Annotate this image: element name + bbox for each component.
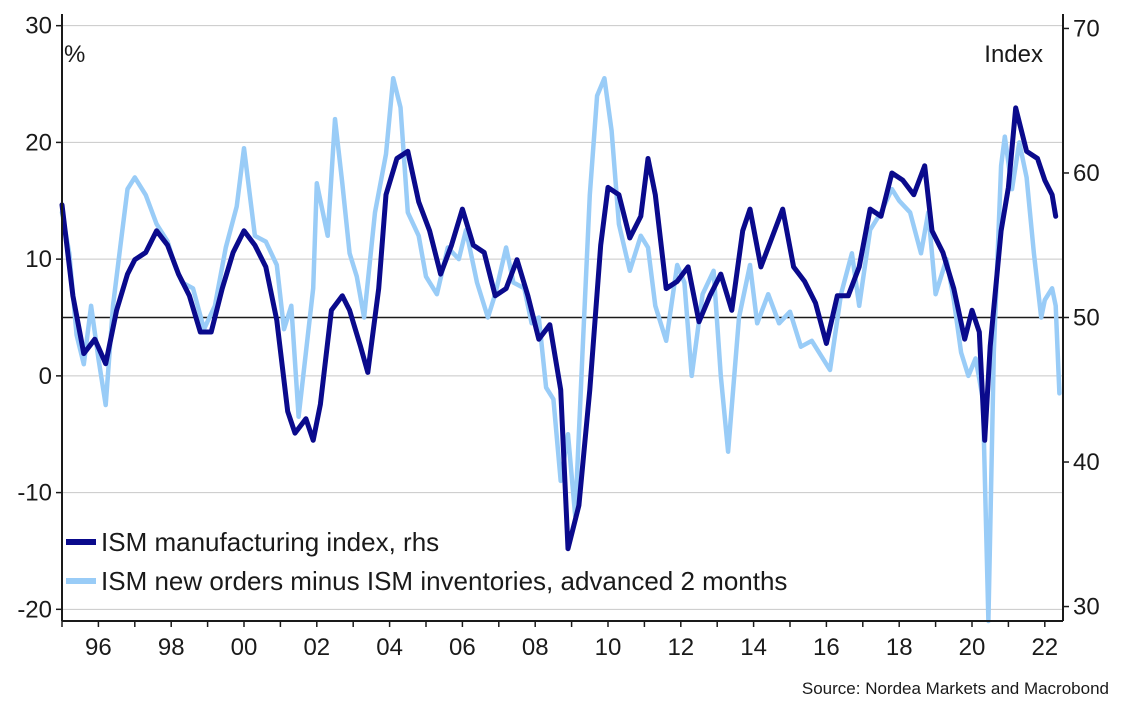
right-tick-label: 30	[1073, 594, 1100, 621]
x-tick-label: 14	[740, 634, 767, 661]
x-tick-label: 20	[959, 634, 986, 661]
left-tick-label: 30	[25, 13, 52, 40]
source-note: Source: Nordea Markets and Macrobond	[801, 679, 1109, 698]
right-tick-label: 40	[1073, 449, 1100, 476]
series-line-ism-manufacturing	[59, 105, 1059, 552]
left-tick-label: -20	[17, 596, 52, 623]
legend-label: ISM manufacturing index, rhs	[101, 527, 439, 557]
series-line-new-orders-minus-inventories	[59, 75, 1062, 624]
right-tick-label: 60	[1073, 160, 1100, 187]
x-axis-ticks: 96 98 00 02 04 06 08 10 12 14 16 18 20 22	[61, 621, 1058, 661]
x-tick-label: 02	[303, 634, 330, 661]
series-layer	[59, 75, 1062, 624]
right-axis-ticks: 70 60 50 40 30	[1063, 15, 1100, 621]
x-tick-label: 18	[886, 634, 913, 661]
legend-item-new-orders-minus-inventories: ISM new orders minus ISM inventories, ad…	[66, 566, 787, 596]
left-tick-label: -10	[17, 480, 52, 507]
x-tick-label: 22	[1031, 634, 1058, 661]
legend-item-ism-manufacturing: ISM manufacturing index, rhs	[66, 527, 439, 557]
x-tick-label: 06	[449, 634, 476, 661]
x-tick-label: 04	[376, 634, 403, 661]
x-tick-label: 96	[85, 634, 112, 661]
left-tick-label: 20	[25, 129, 52, 156]
right-axis-unit: Index	[984, 41, 1043, 68]
x-tick-label: 00	[231, 634, 258, 661]
left-axis-ticks: 30 20 10 0 -10 -20	[17, 13, 62, 623]
x-tick-label: 16	[813, 634, 840, 661]
x-tick-label: 98	[158, 634, 185, 661]
legend: ISM manufacturing index, rhs ISM new orde…	[66, 527, 787, 596]
right-tick-label: 50	[1073, 305, 1100, 332]
right-tick-label: 70	[1073, 15, 1100, 42]
x-tick-label: 08	[522, 634, 549, 661]
left-tick-label: 10	[25, 246, 52, 273]
left-axis-unit: %	[64, 41, 85, 68]
left-tick-label: 0	[39, 363, 52, 390]
x-tick-label: 12	[667, 634, 694, 661]
legend-label: ISM new orders minus ISM inventories, ad…	[101, 566, 787, 596]
x-tick-label: 10	[595, 634, 622, 661]
